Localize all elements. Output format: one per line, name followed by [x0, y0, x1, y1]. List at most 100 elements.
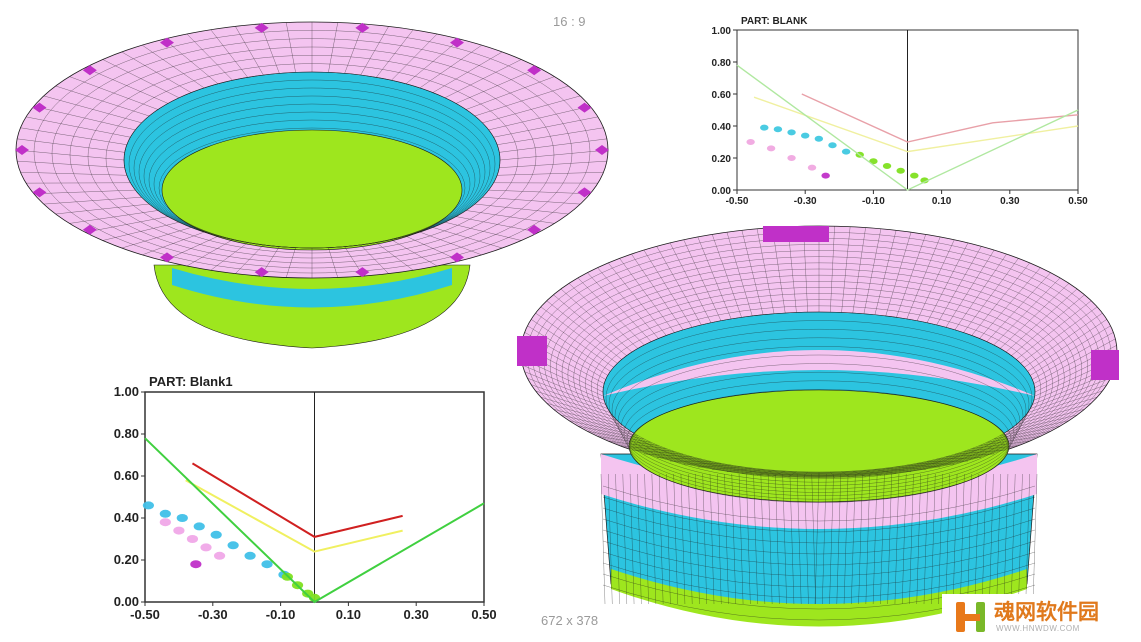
mesh-body-vertical: [637, 473, 642, 605]
mesh-body-vertical: [709, 473, 715, 605]
mesh-radial-line: [916, 239, 955, 321]
x-tick-label: -0.30: [794, 196, 817, 207]
mesh-thin-marker: [32, 187, 47, 198]
mesh-radial-line: [1005, 288, 1078, 353]
mesh-ring-line: [87, 55, 537, 259]
mesh-body-vertical: [996, 473, 1001, 605]
mesh-radial-line: [936, 457, 982, 460]
mesh-body-vertical: [760, 473, 766, 605]
mesh-body-vertical: [902, 473, 907, 605]
mesh-wall-ring: [617, 354, 1021, 490]
mesh-radial-line: [874, 230, 897, 315]
mesh-radial-line: [885, 467, 912, 473]
mesh-radial-line: [587, 272, 652, 342]
mesh-radial-line: [683, 463, 721, 465]
y-tick-label: 0.80: [114, 426, 139, 441]
mesh-radial-line: [1020, 306, 1098, 364]
mesh-radial-line: [597, 267, 659, 339]
mesh-radial-line: [1000, 420, 1069, 436]
mesh-radial-line: [741, 469, 764, 474]
mesh-hot-spot-right: [1091, 350, 1119, 380]
mesh-body-vertical: [673, 473, 678, 605]
mesh-body-vertical: [804, 473, 809, 605]
mesh-body-vertical: [1032, 473, 1038, 605]
mesh-body-vertical: [872, 473, 878, 605]
mesh-body-vertical: [644, 473, 649, 605]
mesh-thin-marker: [254, 267, 269, 278]
series-line-2: [144, 437, 485, 604]
scatter-point-2: [766, 145, 776, 152]
mesh-body-vertical: [1018, 473, 1023, 605]
mesh-body-vertical: [865, 473, 871, 605]
y-tick-label: 0.60: [114, 468, 139, 483]
mesh-radial-line: [963, 445, 1019, 452]
mesh-body-horizontal: [602, 540, 1036, 577]
x-tick-label: -0.50: [726, 196, 749, 207]
mesh-radial-line: [756, 228, 775, 314]
mesh-wall-ring: [158, 127, 466, 249]
series-line-0: [801, 93, 1079, 143]
mesh-body-vertical: [894, 473, 900, 605]
mesh-body-vertical: [981, 473, 987, 605]
mesh-thin-marker: [527, 65, 542, 76]
mesh-radial-line: [540, 396, 618, 421]
mesh-body-vertical: [666, 473, 671, 605]
x-tick-label: 0.10: [932, 196, 952, 207]
mesh-body-vertical: [811, 473, 816, 605]
mesh-body-vertical: [829, 473, 834, 605]
mesh-body-vertical: [651, 473, 657, 605]
mesh-radial-line: [979, 267, 1041, 339]
mesh-body-vertical: [731, 473, 736, 605]
mesh-body-vertical: [782, 473, 787, 605]
mesh-radial-line: [656, 457, 702, 460]
mesh-thin-marker: [355, 267, 370, 278]
watermark-title: 魂网软件园: [994, 601, 1099, 624]
mesh-radial-line: [906, 464, 941, 468]
mesh-body-vertical: [843, 473, 849, 605]
scatter-point-3: [190, 560, 202, 569]
mesh-radial-line: [954, 253, 1007, 330]
mesh-hot-spot-left: [517, 336, 547, 366]
mesh-radial-line: [1016, 300, 1092, 360]
mesh-radial-line: [553, 409, 627, 429]
mesh-radial-line: [863, 470, 882, 476]
scatter-point-2: [746, 139, 755, 145]
mesh-radial-line: [683, 239, 722, 321]
mesh-body-vertical: [974, 473, 980, 605]
scatter-point-1: [213, 551, 226, 560]
mesh-radial-line: [531, 384, 611, 413]
scatter-point-0: [159, 509, 171, 518]
mesh-thin-marker: [527, 224, 542, 235]
scatter-point-1: [159, 518, 171, 527]
mesh-body-vertical: [938, 473, 943, 605]
scatter-point-1: [186, 535, 199, 543]
x-tick-label: -0.10: [862, 196, 885, 207]
scatter-point-1: [920, 177, 929, 184]
mesh-radial-line: [896, 234, 926, 318]
mesh-radial-line: [643, 453, 693, 457]
mesh-radial-line: [741, 230, 764, 315]
mesh-body-vertical: [858, 473, 863, 605]
mesh-radial-line: [971, 440, 1030, 449]
mesh-radial-line: [772, 470, 786, 477]
scatter-point-2: [807, 164, 817, 171]
mesh-cavity-bottom: [628, 389, 1010, 503]
mesh-radial-line: [597, 436, 659, 446]
mesh-radial-line: [993, 425, 1061, 440]
mesh-radial-line: [936, 246, 982, 325]
scatter-point-1: [910, 172, 919, 179]
mesh-radial-line: [527, 378, 608, 409]
y-tick-label: 0.40: [712, 122, 732, 133]
mesh-radial-line: [712, 234, 742, 318]
scatter-point-0: [787, 129, 796, 136]
mesh-radial-line: [569, 420, 638, 436]
mesh-radial-line: [993, 277, 1061, 346]
mesh-body-vertical: [989, 473, 994, 605]
site-logo-icon: [956, 602, 985, 632]
mesh-body-vertical: [952, 473, 958, 605]
mesh-body-horizontal: [602, 551, 1036, 588]
forming-limit-chart-blank1: PART: Blank1 0.00 0.20 0.40 0.60 0.80 1.00 -0.5…: [114, 374, 497, 622]
scatter-point-0: [801, 132, 810, 139]
mesh-wall-ring: [614, 346, 1024, 486]
mesh-body-vertical: [767, 473, 773, 605]
